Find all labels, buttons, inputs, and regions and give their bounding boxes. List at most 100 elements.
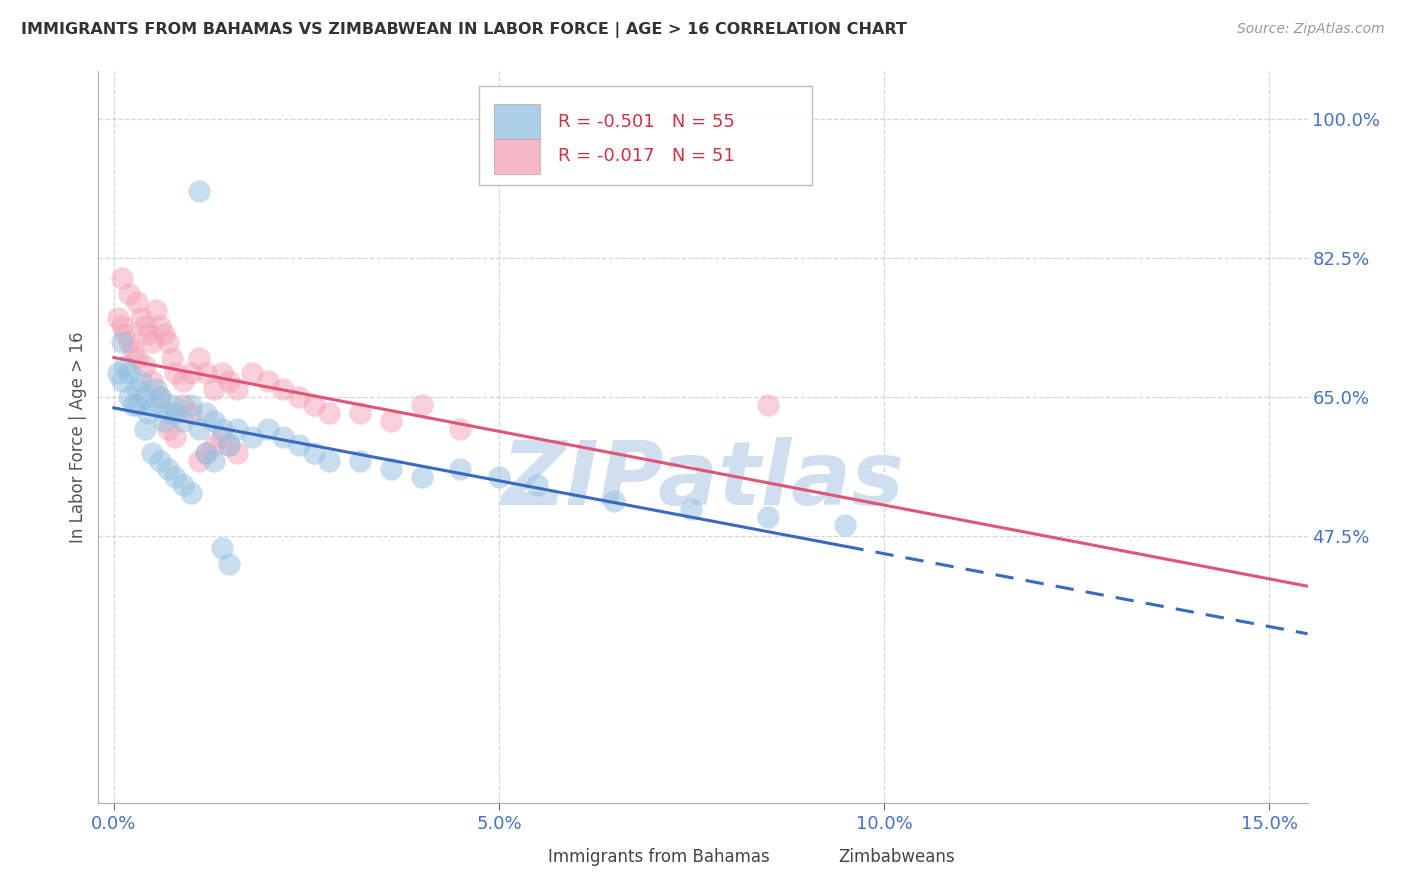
- Point: [138, 326, 160, 341]
- Point: [380, 462, 402, 476]
- Point: [318, 406, 340, 420]
- Point: [187, 184, 209, 198]
- Point: [287, 438, 309, 452]
- Point: [211, 541, 233, 556]
- Point: [202, 383, 225, 397]
- Point: [153, 326, 176, 341]
- Point: [125, 351, 148, 365]
- Point: [149, 390, 172, 404]
- Point: [134, 359, 156, 373]
- Point: [118, 287, 141, 301]
- Y-axis label: In Labor Force | Age > 16: In Labor Force | Age > 16: [69, 331, 87, 543]
- Point: [156, 334, 179, 349]
- Point: [287, 390, 309, 404]
- Point: [226, 383, 249, 397]
- Text: IMMIGRANTS FROM BAHAMAS VS ZIMBABWEAN IN LABOR FORCE | AGE > 16 CORRELATION CHAR: IMMIGRANTS FROM BAHAMAS VS ZIMBABWEAN IN…: [21, 22, 907, 38]
- Point: [218, 375, 240, 389]
- Point: [349, 406, 371, 420]
- Point: [134, 318, 156, 333]
- Point: [211, 367, 233, 381]
- Point: [149, 318, 172, 333]
- Point: [195, 446, 218, 460]
- Point: [411, 470, 433, 484]
- Point: [187, 422, 209, 436]
- Point: [156, 406, 179, 420]
- Point: [153, 414, 176, 428]
- Text: Immigrants from Bahamas: Immigrants from Bahamas: [548, 848, 770, 866]
- Point: [141, 334, 163, 349]
- Point: [125, 294, 148, 309]
- Point: [118, 334, 141, 349]
- Point: [271, 430, 294, 444]
- Point: [129, 310, 152, 325]
- Point: [180, 485, 202, 500]
- Point: [145, 302, 167, 317]
- Point: [114, 359, 136, 373]
- FancyBboxPatch shape: [479, 86, 811, 185]
- Text: Zimbabweans: Zimbabweans: [838, 848, 955, 866]
- Point: [758, 509, 780, 524]
- Point: [110, 318, 132, 333]
- Point: [172, 477, 194, 491]
- Point: [110, 375, 132, 389]
- Point: [218, 438, 240, 452]
- Text: R = -0.501   N = 55: R = -0.501 N = 55: [558, 112, 735, 131]
- Point: [138, 406, 160, 420]
- Point: [180, 367, 202, 381]
- FancyBboxPatch shape: [782, 843, 828, 871]
- Point: [411, 398, 433, 412]
- Point: [149, 454, 172, 468]
- Point: [145, 383, 167, 397]
- Point: [681, 501, 703, 516]
- Point: [449, 462, 471, 476]
- Point: [134, 422, 156, 436]
- Point: [226, 422, 249, 436]
- Point: [834, 517, 856, 532]
- FancyBboxPatch shape: [494, 138, 540, 174]
- Point: [257, 422, 280, 436]
- Point: [134, 390, 156, 404]
- Point: [129, 375, 152, 389]
- Point: [302, 446, 325, 460]
- Point: [218, 558, 240, 572]
- Point: [526, 477, 548, 491]
- FancyBboxPatch shape: [492, 843, 537, 871]
- Point: [122, 398, 145, 412]
- Point: [118, 390, 141, 404]
- Point: [449, 422, 471, 436]
- Point: [488, 470, 510, 484]
- Point: [211, 422, 233, 436]
- Point: [202, 438, 225, 452]
- Point: [125, 383, 148, 397]
- Point: [114, 326, 136, 341]
- Point: [110, 334, 132, 349]
- Point: [160, 351, 183, 365]
- Point: [165, 406, 187, 420]
- Point: [202, 454, 225, 468]
- Point: [160, 398, 183, 412]
- Point: [211, 430, 233, 444]
- Point: [172, 414, 194, 428]
- Point: [302, 398, 325, 412]
- Point: [110, 271, 132, 285]
- Point: [195, 406, 218, 420]
- Point: [118, 367, 141, 381]
- FancyBboxPatch shape: [494, 104, 540, 139]
- Point: [187, 454, 209, 468]
- Point: [242, 430, 264, 444]
- Point: [156, 422, 179, 436]
- Point: [218, 438, 240, 452]
- Point: [141, 375, 163, 389]
- Point: [165, 430, 187, 444]
- Point: [156, 462, 179, 476]
- Point: [349, 454, 371, 468]
- Point: [122, 343, 145, 357]
- Point: [187, 351, 209, 365]
- Point: [271, 383, 294, 397]
- Point: [242, 367, 264, 381]
- Text: ZIPatlas: ZIPatlas: [502, 437, 904, 524]
- Point: [257, 375, 280, 389]
- Point: [165, 367, 187, 381]
- Point: [149, 390, 172, 404]
- Point: [195, 367, 218, 381]
